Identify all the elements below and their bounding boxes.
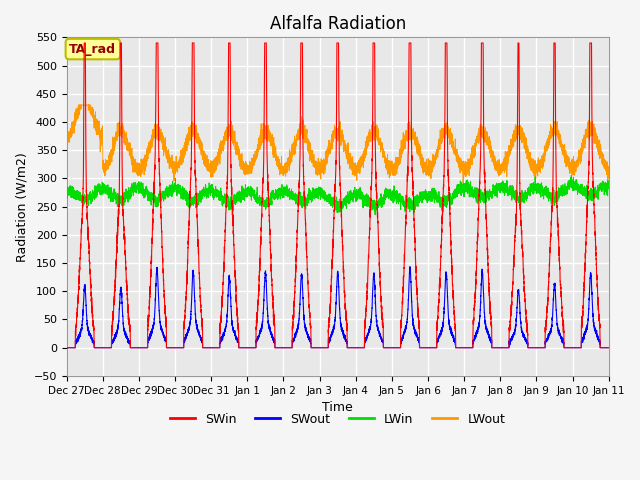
X-axis label: Time: Time	[323, 401, 353, 414]
Text: TA_rad: TA_rad	[69, 43, 116, 56]
Legend: SWin, SWout, LWin, LWout: SWin, SWout, LWin, LWout	[165, 408, 510, 431]
Title: Alfalfa Radiation: Alfalfa Radiation	[269, 15, 406, 33]
Y-axis label: Radiation (W/m2): Radiation (W/m2)	[15, 152, 28, 262]
